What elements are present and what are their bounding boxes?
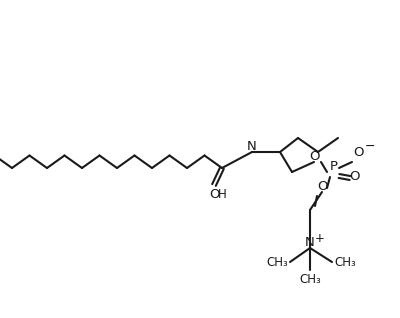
- Text: P: P: [330, 160, 338, 172]
- Text: CH₃: CH₃: [299, 273, 321, 286]
- Text: O: O: [349, 169, 359, 183]
- Text: N: N: [305, 236, 315, 248]
- Text: −: −: [365, 140, 375, 153]
- Text: H: H: [218, 188, 226, 201]
- Text: O: O: [317, 179, 327, 192]
- Text: O: O: [309, 149, 319, 162]
- Text: +: +: [315, 232, 325, 245]
- Text: CH₃: CH₃: [266, 255, 288, 268]
- Text: O: O: [353, 146, 363, 158]
- Text: CH₃: CH₃: [334, 255, 356, 268]
- Text: N: N: [247, 140, 257, 153]
- Text: O: O: [209, 188, 219, 201]
